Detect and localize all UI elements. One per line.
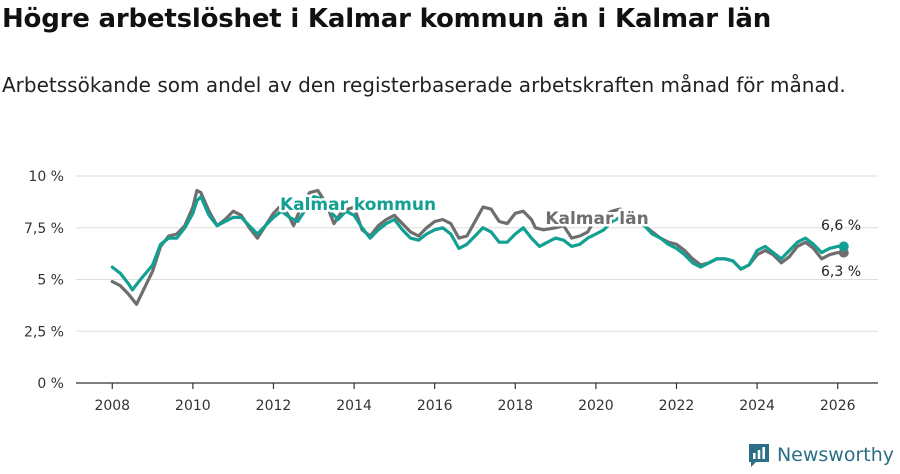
x-tick-label: 2026 — [820, 398, 856, 414]
series-line-kalmar-kommun — [110, 195, 846, 292]
x-tick-label: 2020 — [578, 398, 614, 414]
x-tick-label: 2014 — [336, 398, 372, 414]
x-tick-label: 2022 — [659, 398, 695, 414]
newsworthy-logo: Newsworthy — [747, 442, 894, 468]
x-tick-label: 2010 — [175, 398, 211, 414]
x-tick-label: 2016 — [417, 398, 453, 414]
chart-subtitle: Arbetssökande som andel av den registerb… — [2, 73, 846, 97]
brand-name: Newsworthy — [776, 444, 894, 466]
end-value-label-kalmar-lan: 6,3 % — [821, 264, 861, 280]
y-tick-label: 0 % — [37, 376, 64, 392]
y-tick-label: 2,5 % — [24, 324, 64, 340]
x-tick-label: 2018 — [497, 398, 533, 414]
y-tick-label: 10 % — [28, 169, 64, 185]
end-point-kalmar-kommun — [838, 241, 849, 252]
series-label-kalmar-kommun: Kalmar kommun — [280, 195, 436, 215]
y-tick-label: 5 % — [37, 273, 64, 289]
x-tick-label: 2024 — [739, 398, 775, 414]
newsworthy-logo-icon — [748, 444, 769, 467]
chart-title: Högre arbetslöshet i Kalmar kommun än i … — [2, 4, 772, 34]
x-tick-label: 2012 — [256, 398, 292, 414]
x-tick-label: 2008 — [94, 398, 130, 414]
series-label-kalmar-lan: Kalmar län — [545, 209, 648, 229]
series-line-kalmar-lan — [110, 188, 846, 306]
y-tick-label: 7,5 % — [24, 221, 64, 237]
end-value-label-kalmar-kommun: 6,6 % — [821, 218, 861, 234]
